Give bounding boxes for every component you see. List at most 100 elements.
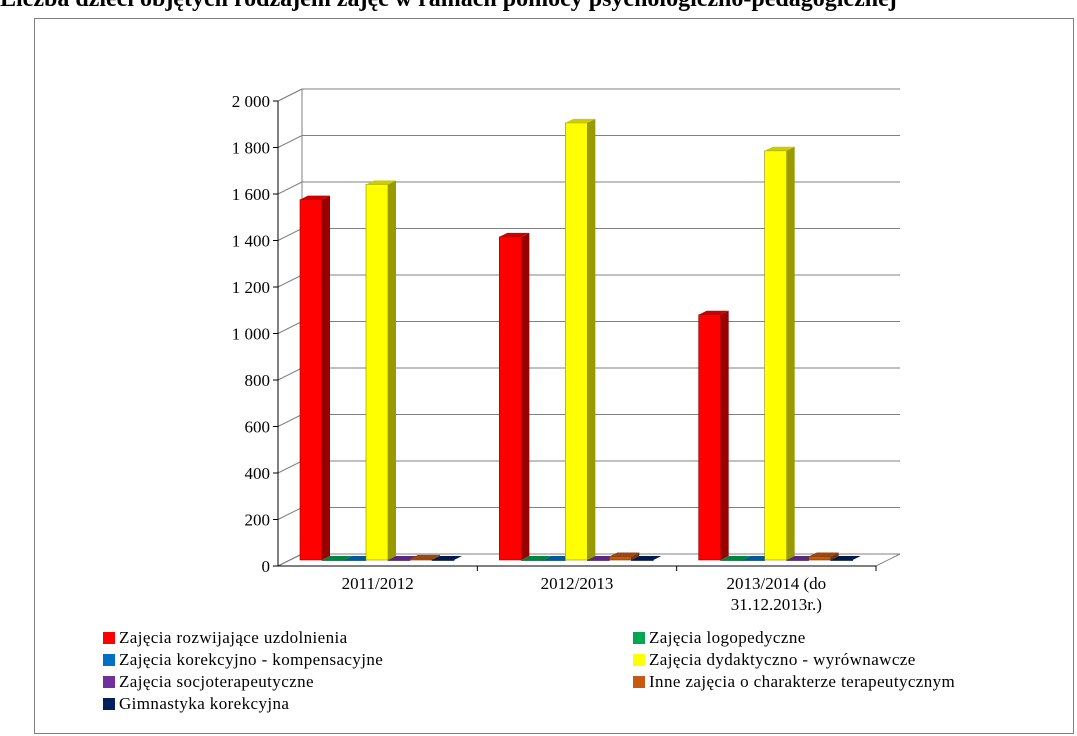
bar-front bbox=[299, 199, 323, 561]
y-tick-label: 1 800 bbox=[232, 139, 270, 158]
legend-item: Zajęcia rozwijające uzdolnienia bbox=[103, 628, 348, 647]
legend-item: Zajęcia logopedyczne bbox=[633, 628, 806, 647]
legend-label: Zajęcia socjoterapeutyczne bbox=[119, 672, 314, 691]
bar-side bbox=[786, 146, 795, 561]
bar bbox=[698, 310, 729, 561]
legend-label: Zajęcia korekcyjno - kompensacyjne bbox=[119, 650, 383, 669]
bar-front bbox=[587, 559, 610, 561]
bar-front bbox=[343, 559, 367, 561]
legend-item: Inne zajęcia o charakterze terapeutyczny… bbox=[633, 672, 955, 691]
bar-front bbox=[365, 184, 389, 561]
bar-front bbox=[321, 559, 345, 561]
bar-front bbox=[543, 559, 566, 561]
bar-front bbox=[698, 314, 721, 561]
bar bbox=[299, 195, 330, 561]
y-axis: 0 200 400 600 800 1 000 1 200 1 400 1 600 1 800 2 … bbox=[232, 92, 876, 576]
bar bbox=[808, 552, 839, 561]
bar-top bbox=[410, 554, 440, 559]
gridline-diagonal bbox=[277, 460, 303, 474]
y-tick-label: 1 200 bbox=[232, 278, 270, 297]
bars bbox=[299, 118, 861, 561]
y-tick-label: 800 bbox=[245, 371, 271, 390]
bar-front bbox=[830, 559, 853, 561]
bar-top bbox=[720, 556, 751, 560]
bar-front bbox=[521, 559, 544, 561]
legend-label: Inne zajęcia o charakterze terapeutyczny… bbox=[649, 672, 955, 691]
y-tick-label: 1 000 bbox=[232, 325, 270, 344]
legend-label: Zajęcia dydaktyczno - wyrównawcze bbox=[649, 650, 916, 669]
y-tick-label: 1 400 bbox=[232, 232, 270, 251]
gridline-diagonal bbox=[277, 228, 303, 241]
bar bbox=[365, 180, 396, 561]
bar-front bbox=[387, 559, 411, 561]
y-tick-label: 200 bbox=[245, 511, 271, 530]
bar-front bbox=[808, 556, 831, 561]
bar-top bbox=[521, 556, 552, 560]
legend-item: Zajęcia korekcyjno - kompensacyjne bbox=[103, 650, 383, 669]
bar bbox=[565, 118, 596, 561]
legend: Zajęcia rozwijające uzdolnienia Zajęcia l… bbox=[103, 628, 955, 713]
bar-top bbox=[764, 146, 795, 151]
x-tick-label: 2012/2013 bbox=[541, 574, 614, 593]
bar-front bbox=[565, 122, 588, 561]
bar-top bbox=[609, 552, 640, 557]
bar-side bbox=[587, 118, 596, 561]
bar-top bbox=[808, 552, 839, 557]
legend-swatch bbox=[103, 654, 115, 666]
legend-swatch bbox=[633, 676, 645, 688]
bar-side bbox=[830, 552, 839, 560]
legend-swatch bbox=[103, 698, 115, 710]
bar-side bbox=[432, 554, 440, 560]
x-tick-label: 2011/2012 bbox=[342, 574, 414, 593]
bar-front bbox=[786, 559, 809, 561]
gridline-diagonal bbox=[277, 181, 303, 195]
bar-front bbox=[764, 150, 787, 561]
bar-front bbox=[499, 236, 522, 561]
legend-item: Zajęcia socjoterapeutyczne bbox=[103, 672, 314, 691]
legend-label: Zajęcia logopedyczne bbox=[649, 628, 806, 647]
x-axis-labels: 2011/2012 2012/2013 2013/2014 (do 31.12.201… bbox=[342, 566, 877, 614]
bar bbox=[631, 556, 662, 561]
bar-top bbox=[432, 556, 462, 560]
gridlines bbox=[277, 88, 900, 567]
bar bbox=[499, 232, 530, 561]
y-tick-label: 2 000 bbox=[232, 92, 270, 111]
gridline-diagonal bbox=[277, 274, 303, 288]
bar bbox=[409, 554, 440, 561]
legend-item: Zajęcia dydaktyczno - wyrównawcze bbox=[633, 650, 916, 669]
bar-top bbox=[499, 232, 530, 237]
x-tick-label: 2013/2014 (do 31.12.2013r.) bbox=[727, 574, 827, 614]
bar-top bbox=[300, 195, 330, 200]
legend-swatch bbox=[103, 676, 115, 688]
bar-side bbox=[388, 180, 396, 560]
bar-side bbox=[322, 195, 330, 560]
legend-label: Gimnastyka korekcyjna bbox=[119, 694, 289, 713]
bar-top bbox=[565, 118, 596, 123]
bar-top bbox=[631, 556, 662, 560]
bar-side bbox=[631, 552, 640, 560]
bar-front bbox=[409, 558, 433, 561]
bar bbox=[830, 556, 861, 561]
chart-title-clipped: Liczba dzieci objętych rodzajem zajęć w … bbox=[0, 0, 1077, 14]
gridline-diagonal bbox=[277, 414, 303, 427]
bar bbox=[764, 146, 795, 561]
bar-front bbox=[609, 556, 632, 561]
chart-title: Liczba dzieci objętych rodzajem zajęć w … bbox=[0, 0, 897, 13]
gridline-diagonal bbox=[277, 553, 303, 567]
bar-top bbox=[698, 310, 729, 315]
gridline-diagonal bbox=[277, 507, 303, 520]
legend-label: Zajęcia rozwijające uzdolnienia bbox=[119, 628, 348, 647]
bar-side bbox=[720, 310, 729, 560]
bar-side bbox=[521, 232, 530, 560]
bar bbox=[609, 552, 640, 561]
gridline-diagonal bbox=[277, 367, 303, 381]
legend-swatch bbox=[103, 632, 115, 644]
y-tick-label: 0 bbox=[262, 557, 271, 576]
legend-item: Gimnastyka korekcyjna bbox=[103, 694, 289, 713]
y-tick-label: 1 600 bbox=[232, 185, 270, 204]
gridline-diagonal bbox=[277, 321, 303, 334]
bar-top bbox=[366, 180, 396, 185]
bar-top bbox=[830, 556, 861, 560]
bar bbox=[431, 556, 462, 561]
